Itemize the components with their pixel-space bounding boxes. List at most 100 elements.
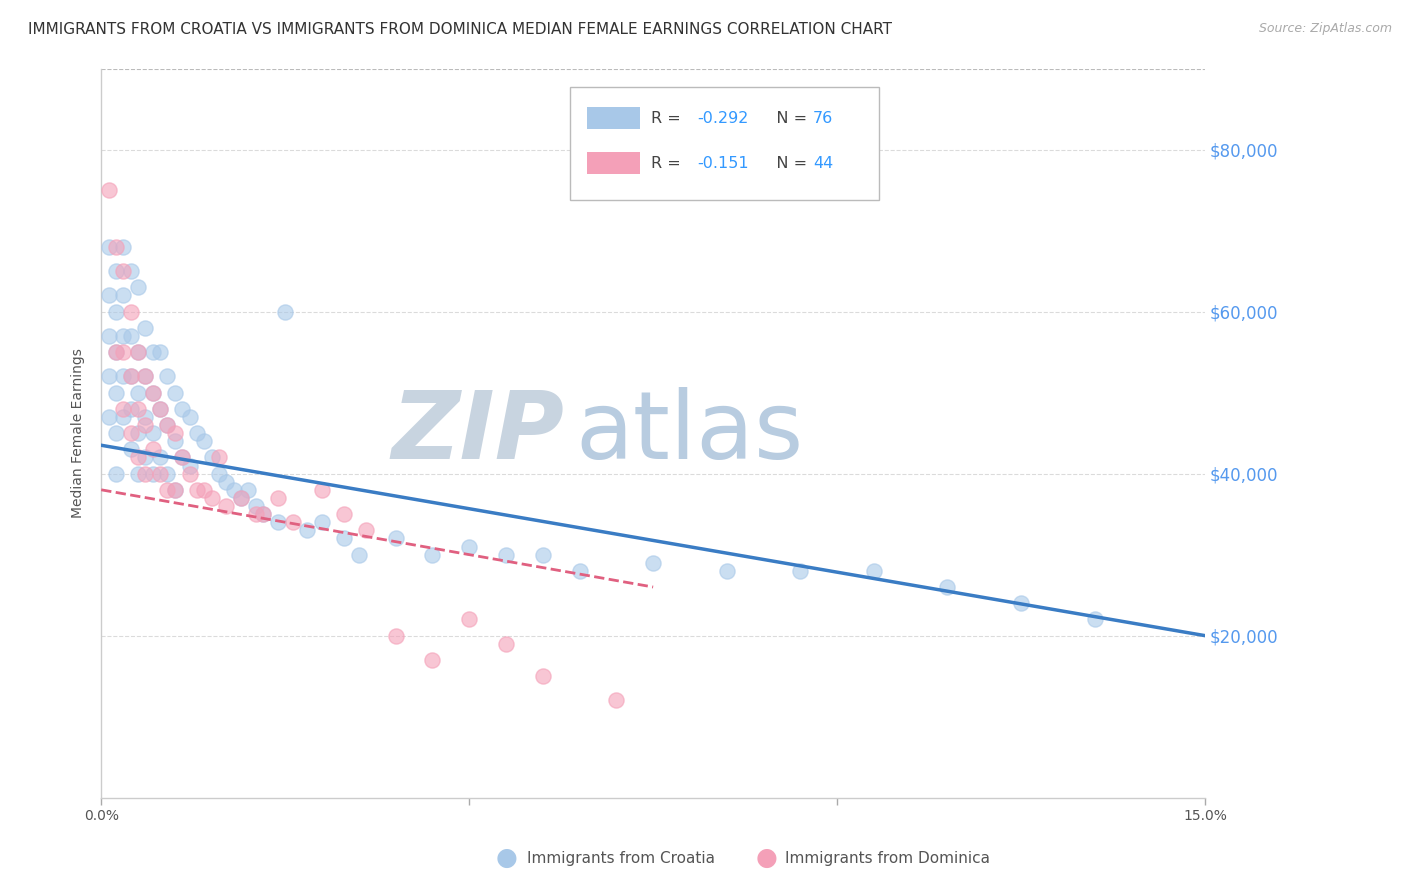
Point [112,288,135,302]
FancyBboxPatch shape [571,87,879,200]
Point [347,548,370,562]
Text: 44: 44 [813,156,834,170]
Point [134,369,156,384]
Point [149,467,172,481]
Point [384,532,406,546]
Point [104,467,127,481]
Point [104,345,127,359]
Point [422,653,444,667]
Point [716,564,738,578]
Point [120,329,142,343]
Point [215,475,238,489]
Point [149,450,172,465]
Text: IMMIGRANTS FROM CROATIA VS IMMIGRANTS FROM DOMINICA MEDIAN FEMALE EARNINGS CORRE: IMMIGRANTS FROM CROATIA VS IMMIGRANTS FR… [28,22,893,37]
Point [245,499,267,513]
Point [104,385,127,400]
Point [104,304,127,318]
Point [112,401,135,416]
Point [120,426,142,441]
Point [789,564,811,578]
Point [172,450,194,465]
Point [179,409,201,424]
Point [127,450,149,465]
Point [215,499,238,513]
Point [112,264,135,278]
Point [643,556,665,570]
Point [127,426,149,441]
Point [134,320,156,334]
Point [120,369,142,384]
Point [229,491,252,505]
Point [458,540,481,554]
Point [172,450,194,465]
Point [120,442,142,457]
Point [208,467,231,481]
Point [252,507,274,521]
Point [104,345,127,359]
Point [134,450,156,465]
Point [97,240,120,254]
Point [134,467,156,481]
Point [112,329,135,343]
Point [134,369,156,384]
Point [200,450,222,465]
Point [127,345,149,359]
Point [97,329,120,343]
Point [229,491,252,505]
Point [112,409,135,424]
Point [142,467,165,481]
Text: Immigrants from Dominica: Immigrants from Dominica [785,851,990,865]
Text: -0.292: -0.292 [697,111,748,126]
Point [422,548,444,562]
Point [163,385,186,400]
Point [112,345,135,359]
Point [112,369,135,384]
Y-axis label: Median Female Earnings: Median Female Earnings [72,348,86,518]
Point [274,304,297,318]
Point [311,515,333,529]
Point [222,483,245,497]
Point [142,385,165,400]
Point [568,564,591,578]
Point [120,401,142,416]
Point [208,450,231,465]
Point [120,304,142,318]
Point [605,693,627,707]
Point [267,491,290,505]
Point [149,401,172,416]
Point [531,669,554,683]
Point [127,467,149,481]
Text: ●: ● [495,847,517,870]
Point [104,426,127,441]
Point [120,264,142,278]
Point [245,507,267,521]
Point [1084,612,1107,626]
Text: N =: N = [761,111,813,126]
Point [134,409,156,424]
Point [163,483,186,497]
Point [156,483,179,497]
Point [120,369,142,384]
Point [252,507,274,521]
Point [97,288,120,302]
Point [127,385,149,400]
Text: -0.151: -0.151 [697,156,749,170]
Point [333,507,356,521]
Point [333,532,356,546]
Point [495,637,517,651]
Point [281,515,304,529]
Point [193,434,215,449]
Point [142,345,165,359]
Point [267,515,290,529]
Point [200,491,222,505]
Point [163,434,186,449]
Point [238,483,260,497]
Point [531,548,554,562]
Text: R =: R = [651,111,686,126]
Text: Source: ZipAtlas.com: Source: ZipAtlas.com [1258,22,1392,36]
Point [458,612,481,626]
Text: ●: ● [755,847,778,870]
Point [142,426,165,441]
Point [297,524,319,538]
Point [156,369,179,384]
